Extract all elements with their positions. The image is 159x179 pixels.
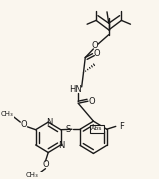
Text: O: O <box>42 160 49 169</box>
Text: CH₃: CH₃ <box>0 111 13 117</box>
Text: N: N <box>59 141 65 150</box>
Text: F: F <box>119 122 124 131</box>
Text: Abs: Abs <box>91 126 103 131</box>
Text: CH₃: CH₃ <box>26 172 38 178</box>
Text: HN: HN <box>69 85 82 94</box>
Text: O: O <box>92 41 99 50</box>
Text: O: O <box>88 97 95 106</box>
Text: O: O <box>21 120 27 129</box>
Text: O: O <box>94 49 100 58</box>
Text: N: N <box>46 118 52 127</box>
Text: S: S <box>66 125 71 134</box>
